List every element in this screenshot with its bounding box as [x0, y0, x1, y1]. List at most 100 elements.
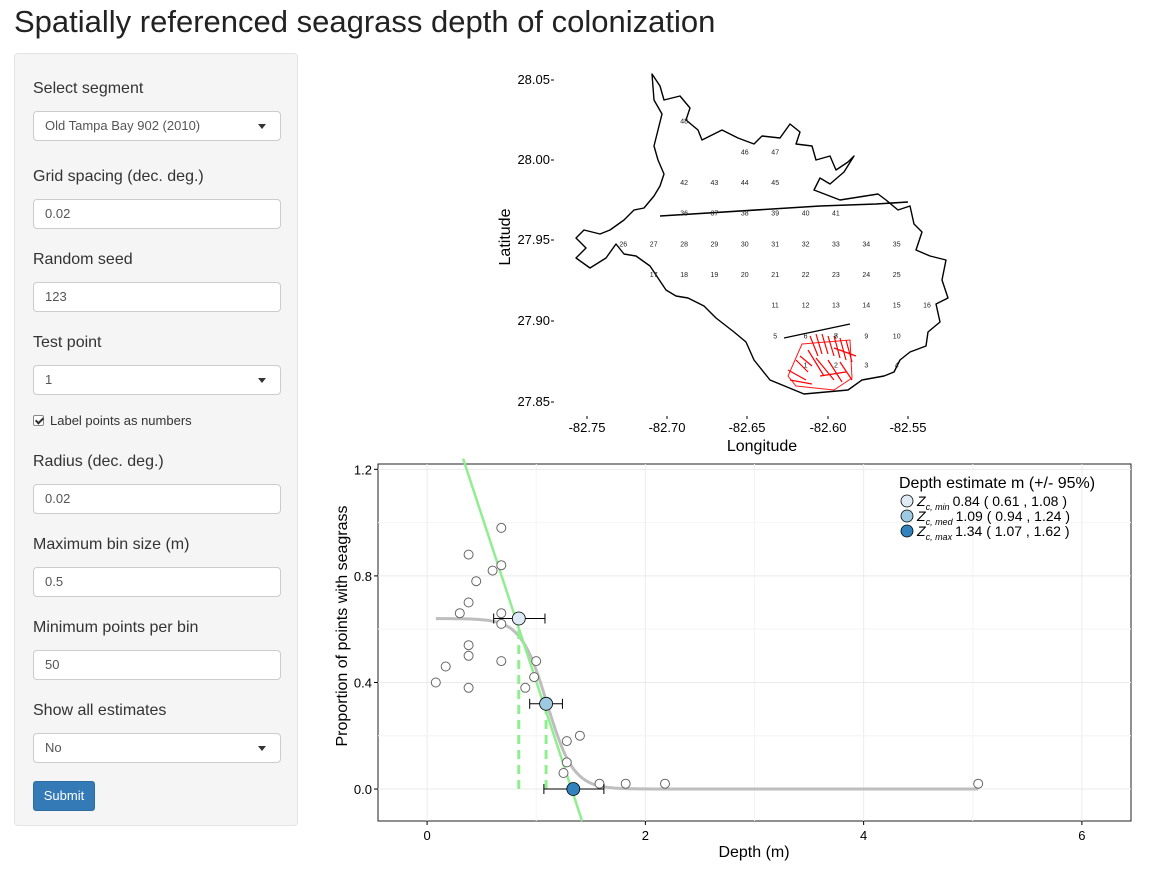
min-points-per-bin-label: Minimum points per bin [33, 619, 199, 636]
submit-button[interactable]: Submit [33, 781, 95, 811]
data-point [561, 736, 572, 747]
select-segment-label: Select segment [33, 80, 144, 97]
x-tick-label: 2 [642, 828, 649, 843]
data-point [496, 522, 507, 533]
data-point [496, 656, 507, 667]
random-seed-label: Random seed [33, 251, 133, 268]
show-all-estimates-value: No [45, 740, 62, 755]
grid-point-label: 47 [771, 149, 779, 156]
chevron-down-icon [258, 378, 266, 383]
checkbox-checked-icon[interactable] [33, 415, 44, 426]
show-all-estimates-select[interactable]: No [33, 733, 281, 763]
map-x-tick: -82.65 [729, 420, 766, 435]
map-x-tick: -82.55 [890, 420, 927, 435]
grid-point-label: 37 [711, 211, 719, 218]
map-x-ticks: -82.75 -82.70 -82.65 -82.60 -82.55 [569, 416, 927, 435]
x-axis-ticks: 0 2 4 6 [423, 821, 1086, 843]
grid-point-label: 45 [771, 180, 779, 187]
map-x-tick: -82.60 [810, 420, 847, 435]
data-point [574, 730, 585, 741]
segment-select[interactable]: Old Tampa Bay 902 (2010) [33, 111, 281, 141]
data-point [496, 618, 507, 629]
grid-point-label: 13 [832, 303, 840, 310]
map-y-tick: 27.95 [517, 232, 550, 247]
grid-point-label: 48 [680, 119, 688, 126]
chevron-down-icon [258, 746, 266, 751]
causeway-line [659, 201, 909, 217]
estimate-point-zmin [511, 611, 526, 626]
grid-point-label: 15 [893, 303, 901, 310]
grid-point-label: 17 [650, 272, 658, 279]
data-point [529, 672, 540, 683]
grid-point-label: 25 [893, 272, 901, 279]
legend-title: Depth estimate m (+/- 95%) [899, 475, 1095, 492]
grid-point-label: 46 [741, 149, 749, 156]
map-y-axis-label: Latitude [497, 208, 514, 265]
grid-point-label: 40 [802, 211, 810, 218]
gridlines [378, 464, 1131, 821]
grid-point-label: 44 [741, 180, 749, 187]
data-point [558, 768, 569, 778]
shoreline-outline [575, 73, 949, 395]
random-seed-input[interactable]: 123 [33, 282, 281, 312]
map-y-tick: 27.90 [517, 313, 550, 328]
min-points-per-bin-input[interactable]: 50 [33, 650, 281, 680]
x-tick-label: 6 [1078, 828, 1085, 843]
max-bin-size-input[interactable]: 0.5 [33, 567, 281, 597]
grid-point-label: 36 [680, 211, 688, 218]
legend-entry-zmax: Zc, max 1.34 ( 1.07 , 1.62 ) [916, 523, 1069, 542]
data-point [496, 560, 507, 571]
grid-point-label: 11 [772, 303, 779, 310]
sidebar-panel: Select segment Old Tampa Bay 902 (2010) … [14, 53, 298, 826]
grid-spacing-input[interactable]: 0.02 [33, 199, 281, 229]
grid-point-label: 6 [804, 333, 808, 340]
segment-select-value: Old Tampa Bay 902 (2010) [45, 118, 201, 133]
grid-point-label: 7 [834, 333, 838, 340]
data-point [561, 757, 572, 768]
y-axis-ticks: 0.0 0.4 0.8 1.2 [354, 462, 378, 797]
grid-point-label: 5 [773, 333, 777, 340]
data-point [496, 608, 507, 619]
data-point [440, 661, 451, 672]
grid-point-label: 34 [862, 241, 870, 248]
map-y-tick: 27.85 [517, 394, 550, 409]
label-points-checkbox-row[interactable]: Label points as numbers [33, 413, 192, 428]
y-axis-label: Proportion of points with seagrass [334, 505, 351, 746]
grid-point-label: 26 [619, 241, 627, 248]
legend-z: Z [916, 508, 926, 524]
grid-point-label: 10 [893, 333, 901, 340]
data-point [430, 677, 441, 688]
grid-point-label: 35 [893, 241, 901, 248]
grid-point-label: 32 [802, 241, 810, 248]
grid-point-label: 27 [650, 241, 658, 248]
x-axis-label: Depth (m) [718, 844, 789, 861]
grid-point-label: 21 [771, 272, 779, 279]
data-point [463, 650, 474, 661]
grid-point-label: 28 [680, 241, 688, 248]
radius-label: Radius (dec. deg.) [33, 453, 164, 470]
grid-point-label: 41 [832, 211, 840, 218]
data-point [531, 656, 542, 667]
estimate-point-zmed [539, 696, 554, 711]
legend-sub: c, max [926, 532, 953, 542]
radius-input[interactable]: 0.02 [33, 484, 281, 514]
legend-key-zmed [900, 509, 914, 523]
max-bin-size-label: Maximum bin size (m) [33, 536, 190, 553]
grid-point-label: 16 [923, 303, 931, 310]
test-point-select[interactable]: 1 [33, 365, 281, 395]
depth-proportion-chart: 0.0 0.4 0.8 1.2 0 2 4 6 Proportion of points w… [334, 458, 1132, 861]
legend-value: 1.09 ( 0.94 , 1.24 ) [956, 508, 1070, 524]
grid-point-label: 2 [834, 363, 838, 370]
test-point-select-value: 1 [45, 372, 53, 387]
grid-point-label: 24 [862, 272, 870, 279]
x-tick-label: 0 [423, 828, 430, 843]
legend-key-zmax [900, 524, 914, 538]
y-tick-label: 0.8 [354, 569, 372, 584]
grid-point-label: 4 [895, 363, 899, 370]
data-point [454, 608, 465, 619]
grid-point-label: 1 [804, 363, 808, 370]
legend-entry-zmed: Zc, med 1.09 ( 0.94 , 1.24 ) [916, 508, 1070, 527]
grid-point-label: 39 [771, 211, 779, 218]
data-point [973, 778, 984, 789]
grid-point-label: 29 [711, 241, 719, 248]
